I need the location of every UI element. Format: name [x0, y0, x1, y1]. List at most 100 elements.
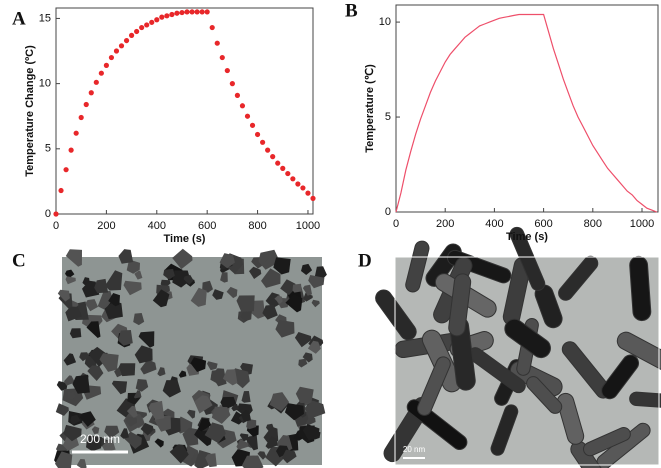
- particle: [220, 272, 228, 283]
- x-tick-label: 200: [97, 220, 115, 232]
- particle: [148, 400, 165, 420]
- nanorod: [504, 318, 551, 359]
- data-point: [154, 17, 160, 23]
- nanorod: [556, 392, 585, 445]
- particle: [82, 280, 100, 298]
- nanorod: [629, 255, 652, 322]
- data-point: [179, 9, 185, 16]
- particle: [301, 263, 313, 275]
- particle: [134, 270, 143, 280]
- data-point: [270, 154, 276, 160]
- data-point: [249, 122, 256, 128]
- particle: [91, 426, 100, 434]
- panel-label: B: [345, 0, 358, 21]
- data-point: [88, 90, 94, 96]
- particle: [76, 459, 87, 468]
- particle: [308, 275, 325, 289]
- particle: [133, 390, 142, 399]
- data-point: [149, 19, 155, 25]
- data-point: [280, 165, 286, 171]
- data-point: [93, 79, 99, 85]
- particle: [282, 449, 297, 464]
- data-point: [159, 14, 165, 20]
- tem-image-c: [54, 248, 327, 468]
- particle: [126, 405, 138, 418]
- particle: [64, 375, 76, 386]
- y-tick-label: 10: [379, 16, 391, 28]
- particle: [194, 450, 212, 468]
- particle: [211, 368, 227, 387]
- data-point: [254, 131, 261, 138]
- particle: [105, 270, 123, 291]
- x-tick-label: 200: [436, 218, 454, 230]
- data-point: [58, 187, 64, 194]
- particle: [220, 396, 237, 410]
- particle: [239, 433, 249, 442]
- particle: [125, 416, 137, 427]
- particle: [249, 266, 262, 279]
- x-tick-label: 1000: [630, 218, 654, 230]
- particle: [67, 392, 75, 400]
- particle: [257, 451, 267, 460]
- particle: [86, 321, 101, 338]
- data-point: [295, 181, 301, 187]
- data-point: [174, 10, 180, 16]
- x-axis-label: Time (s): [164, 233, 206, 245]
- particle: [123, 280, 142, 296]
- particle: [231, 403, 240, 412]
- data-point: [164, 13, 170, 19]
- data-point: [139, 24, 145, 31]
- data-point: [219, 54, 225, 61]
- y-tick-label: 0: [45, 208, 51, 220]
- particle: [269, 392, 290, 412]
- particle: [108, 293, 120, 307]
- data-point: [118, 43, 125, 49]
- particle: [240, 410, 251, 422]
- nanorod: [526, 376, 563, 414]
- particle: [65, 306, 83, 322]
- data-point: [108, 54, 115, 61]
- particle: [72, 374, 90, 394]
- particle: [311, 299, 320, 308]
- data-point: [184, 9, 190, 15]
- particle: [274, 295, 283, 304]
- particle: [262, 304, 278, 320]
- particle: [190, 287, 207, 307]
- data-point: [128, 32, 135, 38]
- nanorod: [601, 354, 640, 400]
- data-point: [305, 190, 311, 196]
- particle: [236, 295, 255, 312]
- image-frame: [394, 256, 660, 466]
- data-point: [229, 81, 235, 87]
- particle: [194, 395, 213, 414]
- particle: [86, 435, 102, 452]
- particle: [302, 352, 313, 363]
- data-point: [300, 185, 306, 191]
- data-point: [209, 24, 215, 31]
- y-axis-label: Temperature Change (ºC): [24, 45, 36, 177]
- particle: [305, 415, 316, 426]
- particle: [236, 439, 249, 450]
- particle: [314, 266, 327, 280]
- data-point: [189, 9, 195, 15]
- particle: [154, 415, 171, 432]
- x-tick-label: 1000: [296, 220, 320, 232]
- x-tick-label: 400: [485, 218, 503, 230]
- data-point: [78, 114, 84, 121]
- particle: [104, 425, 120, 439]
- y-tick-label: 10: [39, 78, 51, 90]
- particle: [79, 411, 96, 427]
- x-tick-label: 0: [53, 220, 59, 232]
- x-tick-label: 600: [534, 218, 552, 230]
- data-point: [144, 22, 150, 28]
- particle: [70, 414, 81, 425]
- particle: [57, 289, 70, 302]
- data-point: [123, 37, 130, 44]
- particle: [154, 438, 164, 448]
- particle: [273, 257, 291, 275]
- particle: [265, 436, 278, 449]
- particle: [275, 319, 295, 338]
- particle: [302, 284, 312, 296]
- particle: [198, 418, 212, 432]
- data-point: [73, 130, 79, 136]
